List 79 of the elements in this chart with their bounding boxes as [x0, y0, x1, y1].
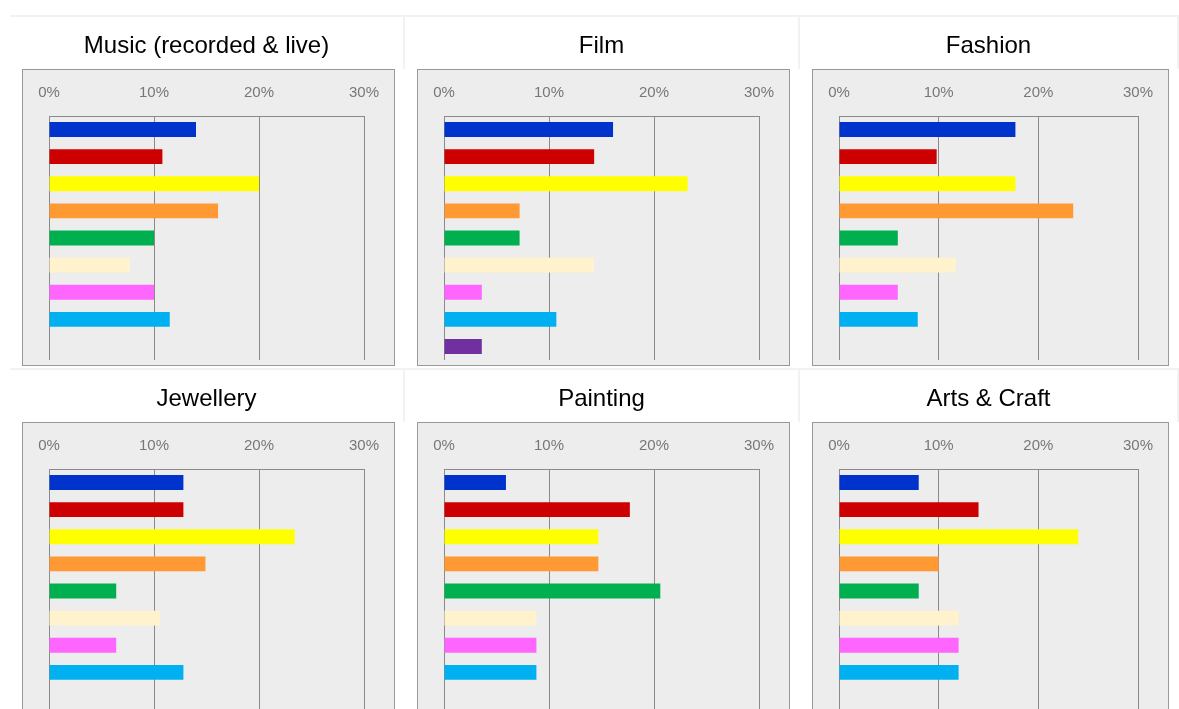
bar — [444, 122, 614, 138]
x-tick-label: 20% — [243, 436, 275, 454]
x-tick-label: 30% — [1122, 83, 1154, 101]
bar — [839, 664, 959, 680]
x-tick-label: 0% — [433, 436, 455, 454]
x-tick-label: 10% — [923, 436, 954, 454]
bar — [839, 203, 1074, 219]
bar — [444, 664, 537, 680]
bar — [49, 664, 184, 680]
bar — [444, 338, 482, 354]
bar — [444, 583, 661, 599]
bar — [444, 529, 599, 545]
bar — [839, 257, 956, 273]
x-tick-label: 30% — [348, 436, 380, 454]
x-tick-label: 0% — [38, 83, 60, 101]
bar — [444, 149, 595, 165]
bar — [49, 230, 154, 246]
bar — [839, 637, 959, 653]
bar — [444, 502, 630, 518]
x-tick-label: 20% — [638, 83, 670, 101]
x-tick-label: 0% — [433, 83, 455, 101]
bar — [444, 257, 595, 273]
bar — [444, 610, 537, 626]
bar — [49, 502, 184, 518]
bar — [839, 122, 1016, 138]
bar — [839, 529, 1079, 545]
chart-title: Arts & Craft — [800, 368, 1179, 422]
bar — [49, 583, 117, 599]
x-tick-label: 20% — [1023, 83, 1054, 101]
bar — [49, 637, 117, 653]
x-tick-label: 30% — [1122, 436, 1154, 454]
x-tick-label: 0% — [38, 436, 60, 454]
x-tick-label: 10% — [533, 83, 565, 101]
bar — [49, 176, 259, 192]
bar — [49, 203, 219, 219]
x-tick-label: 30% — [743, 83, 775, 101]
bar — [444, 311, 557, 327]
chart-title: Painting — [405, 368, 800, 422]
bar — [49, 529, 295, 545]
bar — [839, 311, 918, 327]
bar — [444, 556, 599, 572]
chart-title: Music (recorded & live) — [10, 15, 405, 69]
x-tick-label: 0% — [828, 83, 850, 101]
bar — [839, 176, 1016, 192]
chart-title: Jewellery — [10, 368, 405, 422]
bar — [839, 230, 898, 246]
chart-title: Film — [405, 15, 800, 69]
x-tick-label: 30% — [743, 436, 775, 454]
bar — [49, 122, 196, 138]
x-tick-label: 10% — [923, 83, 954, 101]
bar — [49, 556, 206, 572]
x-tick-label: 10% — [533, 436, 565, 454]
bar — [839, 556, 939, 572]
bar — [444, 176, 688, 192]
bar — [49, 610, 161, 626]
bar — [49, 149, 163, 165]
bar — [444, 230, 520, 246]
bar — [49, 284, 154, 300]
x-tick-label: 10% — [138, 83, 170, 101]
bar — [839, 583, 919, 599]
bar — [839, 149, 937, 165]
x-tick-label: 20% — [638, 436, 670, 454]
bar — [49, 475, 184, 491]
chart-title: Fashion — [800, 15, 1179, 69]
bar — [444, 475, 506, 491]
x-tick-label: 10% — [138, 436, 170, 454]
x-tick-label: 20% — [243, 83, 275, 101]
bar — [444, 284, 482, 300]
x-tick-label: 30% — [348, 83, 380, 101]
bar — [444, 203, 520, 219]
bar — [49, 257, 130, 273]
bar — [839, 284, 898, 300]
bar — [49, 311, 170, 327]
bar — [839, 475, 919, 491]
bar — [839, 610, 959, 626]
bar — [839, 502, 979, 518]
x-tick-label: 20% — [1023, 436, 1054, 454]
bar — [444, 637, 537, 653]
x-tick-label: 0% — [828, 436, 850, 454]
